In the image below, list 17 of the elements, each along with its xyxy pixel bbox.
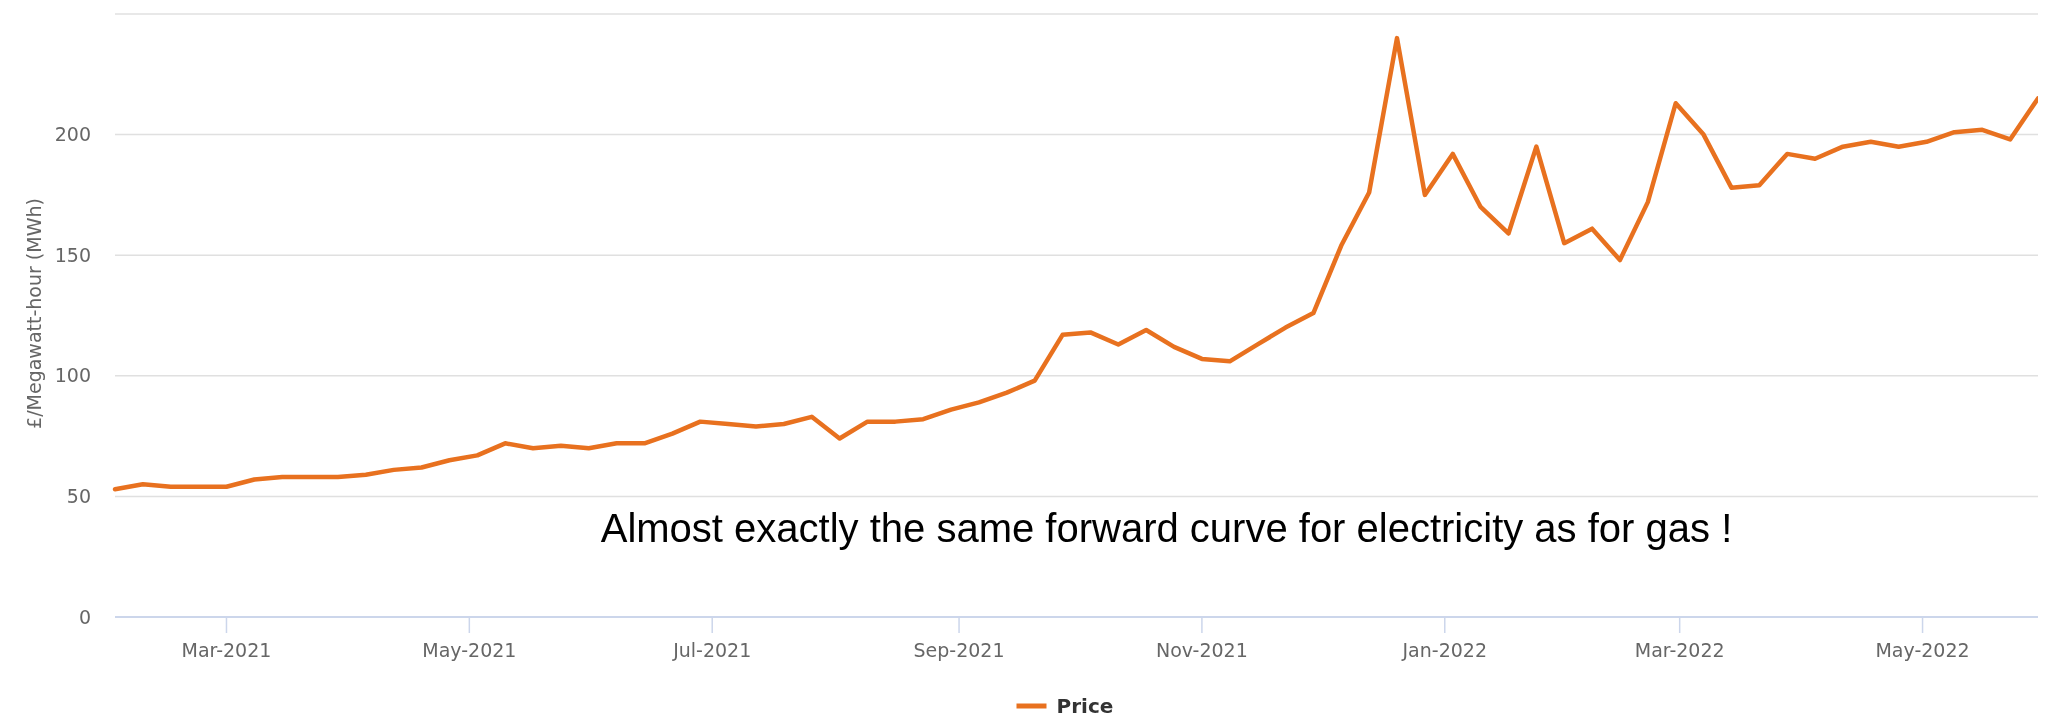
annotation: Almost exactly the same forward curve for electricity as for gas ! [600, 506, 1733, 550]
line-series [112, 35, 2038, 492]
x-tick-label: May-2022 [1875, 639, 1970, 661]
x-tick-label: Mar-2022 [1634, 639, 1725, 661]
y-tick-label: 200 [54, 123, 91, 146]
x-tick-label: Jan-2022 [1401, 639, 1488, 661]
y-axis-title: £/Megawatt-hour (MWh) [22, 198, 45, 429]
y-tick-label: 50 [66, 485, 91, 508]
y-tick-label: 150 [54, 243, 91, 266]
y-tick-label: 0 [78, 605, 91, 628]
x-tick-label: Mar-2021 [181, 639, 272, 661]
x-tick-label: Nov-2021 [1156, 639, 1248, 661]
x-tick-label: Jul-2021 [672, 639, 752, 661]
y-tick-label: 100 [54, 364, 91, 387]
legend-label: Price [1056, 694, 1114, 718]
x-tick-label: May-2021 [422, 639, 517, 661]
x-tick-label: Sep-2021 [913, 639, 1005, 661]
